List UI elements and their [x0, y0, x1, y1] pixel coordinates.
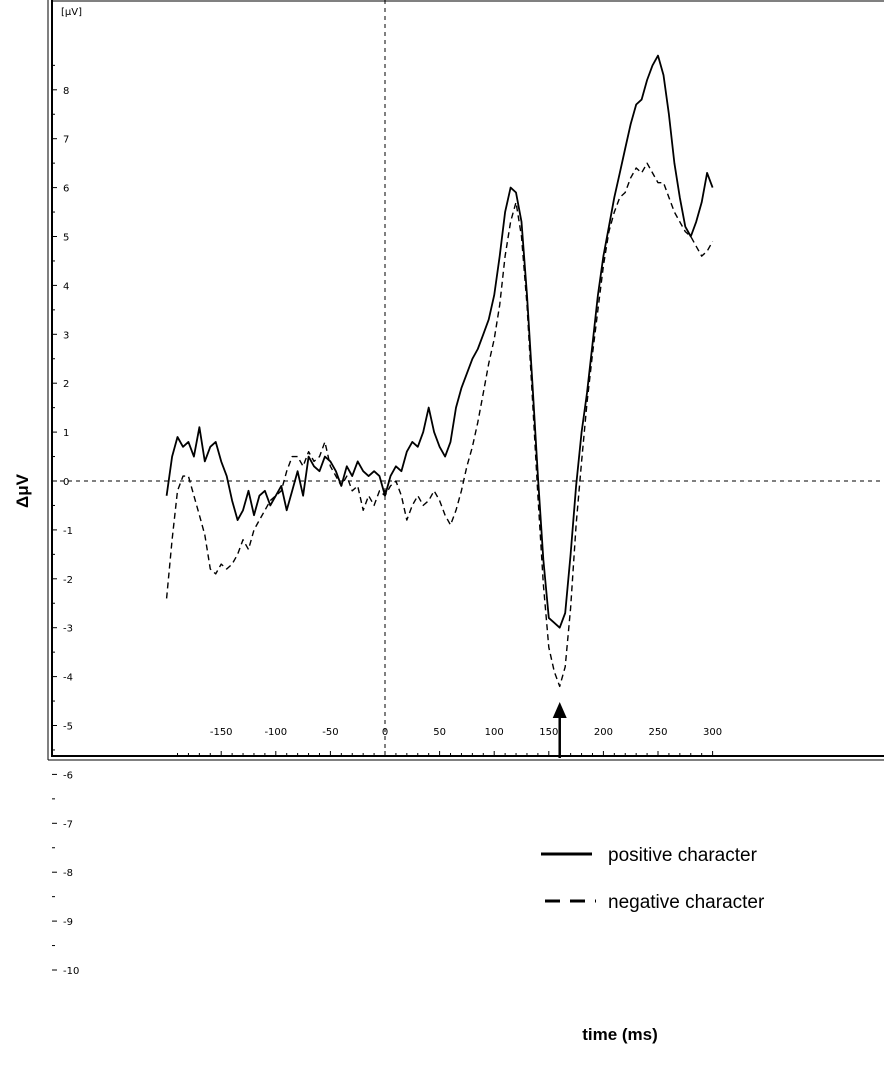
y-tick-label: 7: [63, 135, 69, 146]
legend-label-negative: negative character: [608, 892, 765, 913]
x-tick-label: 200: [594, 727, 613, 738]
x-tick-label: -100: [264, 727, 287, 738]
x-tick-label: 50: [433, 727, 446, 738]
x-tick-label: -50: [322, 727, 338, 738]
series-line-negative: [165, 162, 714, 688]
x-tick-label: 300: [703, 727, 722, 738]
y-tick-label: -4: [63, 673, 73, 684]
y-axis-title: ΔμV: [13, 473, 32, 508]
y-tick-label: 4: [63, 281, 69, 292]
y-tick-label: -7: [63, 819, 73, 830]
series-line-positive: [165, 54, 714, 629]
y-tick-label: -9: [63, 917, 73, 928]
series-group: [165, 54, 714, 688]
y-tick-label: -2: [63, 575, 73, 586]
y-unit-label: [μV]: [61, 7, 82, 18]
y-tick-label: -10: [63, 966, 79, 977]
y-tick-label: -1: [63, 526, 73, 537]
y-tick-label: 5: [63, 233, 69, 244]
y-axis-ticks: 8 7 6 5 4 3 2 1 0 -1 -2 -3 -4 -5 -6 -7 -8 -9 -10: [52, 64, 79, 977]
x-tick-label: 250: [648, 727, 667, 738]
y-tick-label: 1: [63, 428, 69, 439]
y-tick-label: 6: [63, 184, 69, 195]
y-tick-label: 8: [63, 86, 69, 97]
y-tick-label: 3: [63, 330, 69, 341]
arrow-head-icon: [552, 702, 567, 718]
legend: positive character negative character: [541, 845, 765, 913]
y-tick-label: 0: [63, 477, 69, 488]
x-axis-title: time (ms): [582, 1025, 658, 1044]
legend-label-positive: positive character: [608, 845, 758, 866]
x-tick-label: 0: [382, 727, 388, 738]
x-axis-ticks: -150 -100 -50 0 50 100 150 200 250 300: [177, 727, 722, 756]
y-tick-label: -6: [63, 770, 73, 781]
x-tick-label: 150: [539, 727, 558, 738]
y-tick-label: -3: [63, 624, 73, 635]
y-tick-label: -8: [63, 868, 73, 879]
x-tick-label: 100: [485, 727, 504, 738]
x-tick-label: -150: [210, 727, 233, 738]
y-tick-label: 2: [63, 379, 69, 390]
annotation-arrow: [552, 702, 567, 758]
y-tick-label: -5: [63, 722, 73, 733]
